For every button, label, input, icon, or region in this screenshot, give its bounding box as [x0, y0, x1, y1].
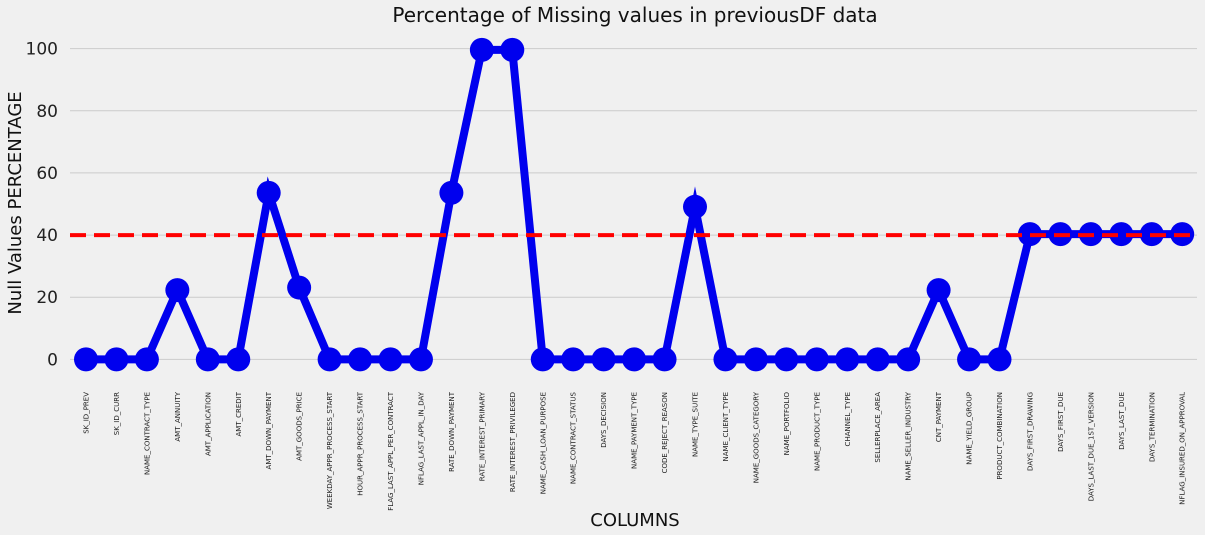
data-point	[957, 347, 982, 372]
data-point	[591, 347, 616, 372]
x-tick-label: DAYS_FIRST_DUE	[1057, 392, 1065, 452]
series-line	[86, 45, 1183, 364]
data-point	[256, 180, 281, 205]
data-point	[378, 347, 403, 372]
x-tick-label: SK_ID_CURR	[113, 392, 121, 435]
x-tick-label: AMT_GOODS_PRICE	[296, 392, 304, 461]
x-axis-ticks: SK_ID_PREV SK_ID_CURR NAME_CONTRACT_TYPE AM…	[83, 391, 1187, 510]
x-tick-label: AMT_CREDIT	[235, 391, 243, 436]
gridlines	[70, 48, 1197, 360]
x-tick-label: AMT_DOWN_PAYMENT	[265, 391, 273, 469]
data-point	[987, 347, 1012, 372]
x-tick-label: NFLAG_LAST_APPL_IN_DAY	[417, 391, 425, 485]
data-point	[1017, 222, 1042, 247]
data-point	[226, 347, 251, 372]
x-tick-label: NAME_CLIENT_TYPE	[722, 392, 730, 461]
x-tick-label: AMT_ANNUITY	[174, 391, 182, 441]
data-point	[469, 37, 494, 62]
x-tick-label: RATE_DOWN_PAYMENT	[448, 391, 456, 472]
data-point	[104, 347, 129, 372]
x-tick-label: SK_ID_PREV	[83, 392, 91, 434]
data-point	[896, 347, 921, 372]
data-point	[835, 347, 860, 372]
x-tick-label: DAYS_LAST_DUE_1ST_VERSION	[1087, 392, 1095, 501]
x-tick-label: CNT_PAYMENT	[935, 391, 943, 442]
x-tick-label: HOUR_APPR_PROCESS_START	[357, 391, 365, 495]
x-tick-label: NAME_PAYMENT_TYPE	[631, 392, 639, 469]
data-point	[561, 347, 586, 372]
data-point	[165, 278, 190, 303]
x-axis-label: COLUMNS	[590, 510, 679, 531]
x-tick-label: RATE_INTEREST_PRIVILEGED	[509, 392, 517, 492]
data-point	[683, 194, 707, 219]
data-point	[317, 347, 342, 372]
y-tick-label-80: 80	[36, 102, 58, 122]
data-point	[774, 347, 799, 372]
y-tick-label-40: 40	[36, 226, 58, 246]
y-tick-label-100: 100	[26, 40, 58, 60]
x-tick-label: DAYS_FIRST_DRAWING	[1026, 392, 1034, 471]
x-tick-label: RATE_INTEREST_PRIMARY	[478, 391, 486, 481]
x-tick-label: NAME_PRODUCT_TYPE	[813, 392, 821, 471]
x-tick-label: NAME_YIELD_GROUP	[966, 392, 974, 465]
data-point	[743, 347, 768, 372]
data-point	[348, 347, 373, 372]
data-point	[804, 347, 829, 372]
data-point	[287, 275, 312, 300]
data-point	[134, 347, 159, 372]
data-point	[530, 347, 555, 372]
x-tick-label: NAME_PORTFOLIO	[783, 392, 791, 456]
chart-title: Percentage of Missing values in previous…	[392, 3, 877, 27]
x-tick-label: DAYS_DECISION	[600, 392, 608, 448]
x-tick-label: NAME_GOODS_CATEGORY	[752, 391, 760, 483]
data-point	[195, 347, 220, 372]
data-point	[926, 278, 951, 303]
x-tick-label: PRODUCT_COMBINATION	[996, 392, 1004, 480]
y-tick-label-20: 20	[36, 288, 58, 308]
y-tick-label-0: 0	[47, 350, 58, 370]
x-tick-label: FLAG_LAST_APPL_PER_CONTRACT	[387, 391, 395, 510]
x-tick-label: WEEKDAY_APPR_PROCESS_START	[326, 391, 334, 509]
series-layer	[74, 37, 1195, 372]
data-point	[500, 37, 525, 62]
data-point	[622, 347, 647, 372]
data-point	[1109, 222, 1134, 247]
x-tick-label: NAME_CONTRACT_STATUS	[570, 391, 578, 484]
x-tick-label: NAME_TYPE_SUITE	[692, 392, 700, 457]
data-point	[713, 347, 738, 372]
data-point	[652, 347, 677, 372]
data-point	[408, 347, 433, 372]
y-axis-ticks: 0 20 40 60 80 100	[26, 40, 58, 371]
data-point	[74, 347, 98, 372]
data-point	[865, 347, 890, 372]
x-tick-label: NAME_CONTRACT_TYPE	[143, 392, 151, 475]
x-tick-label: NFLAG_INSURED_ON_APPROVAL	[1179, 392, 1187, 505]
x-tick-label: CHANNEL_TYPE	[844, 392, 852, 446]
y-tick-label-60: 60	[36, 164, 58, 184]
y-axis-label: Null Values PERCENTAGE	[5, 91, 26, 314]
data-point	[439, 180, 464, 205]
x-tick-label: DAYS_TERMINATION	[1148, 392, 1156, 462]
x-tick-label: NAME_SELLER_INDUSTRY	[905, 391, 913, 480]
x-tick-label: CODE_REJECT_REASON	[661, 392, 669, 473]
x-tick-label: SELLERPLACE_AREA	[874, 392, 882, 463]
x-tick-label: AMT_APPLICATION	[204, 392, 212, 456]
x-tick-label: NAME_CASH_LOAN_PURPOSE	[539, 392, 547, 494]
x-tick-label: DAYS_LAST_DUE	[1118, 392, 1126, 450]
